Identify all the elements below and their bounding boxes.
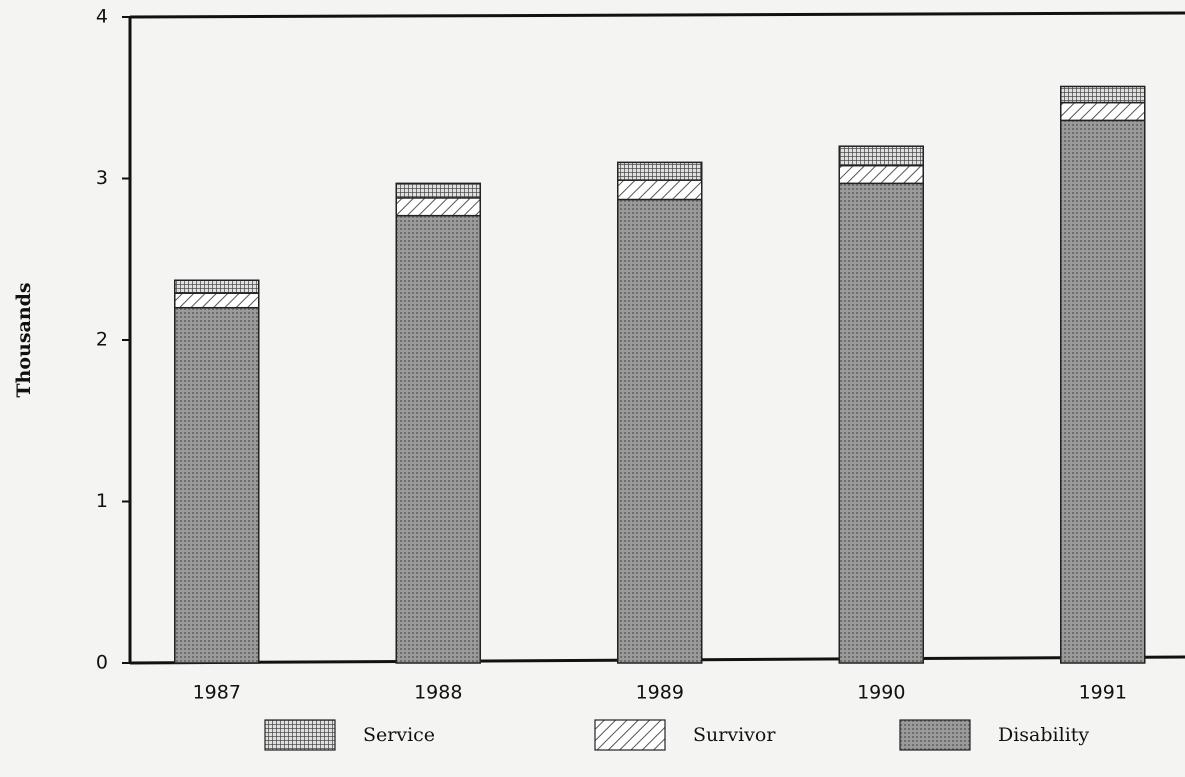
y-axis-label: Thousands [13, 282, 35, 397]
bar-segment [395, 197, 481, 217]
y-tick-label: 1 [96, 490, 108, 512]
x-tick-label: 1990 [857, 682, 905, 704]
y-tick-label: 0 [96, 652, 108, 674]
bar-segment [838, 164, 924, 185]
bar-segment [838, 145, 924, 167]
frame-top [129, 11, 1185, 19]
bar-segment [395, 214, 481, 664]
bar-segment [1060, 101, 1146, 122]
y-tick-label: 2 [96, 329, 108, 351]
bar-segment [617, 161, 703, 181]
bar-segment [1060, 85, 1146, 104]
x-tick-label: 1987 [193, 682, 241, 704]
legend-swatch [594, 719, 666, 751]
x-tick-label: 1989 [636, 682, 684, 704]
bar-segment [1060, 119, 1146, 664]
bar-segment [174, 306, 260, 664]
legend-swatch [264, 719, 336, 751]
legend-label: Service [363, 724, 435, 746]
legend-swatch [899, 719, 971, 751]
bar-segment [617, 198, 703, 664]
bar-segment [617, 179, 703, 201]
bar-segment [174, 292, 260, 309]
y-tick-label: 3 [96, 167, 108, 189]
bar-segment [838, 182, 924, 664]
legend-label: Disability [998, 724, 1089, 746]
y-tick-label: 4 [96, 6, 108, 28]
x-tick-label: 1988 [414, 682, 462, 704]
bar-segment [395, 182, 481, 199]
bar-segment [174, 279, 260, 294]
legend-label: Survivor [693, 724, 776, 746]
x-tick-label: 1991 [1079, 682, 1127, 704]
